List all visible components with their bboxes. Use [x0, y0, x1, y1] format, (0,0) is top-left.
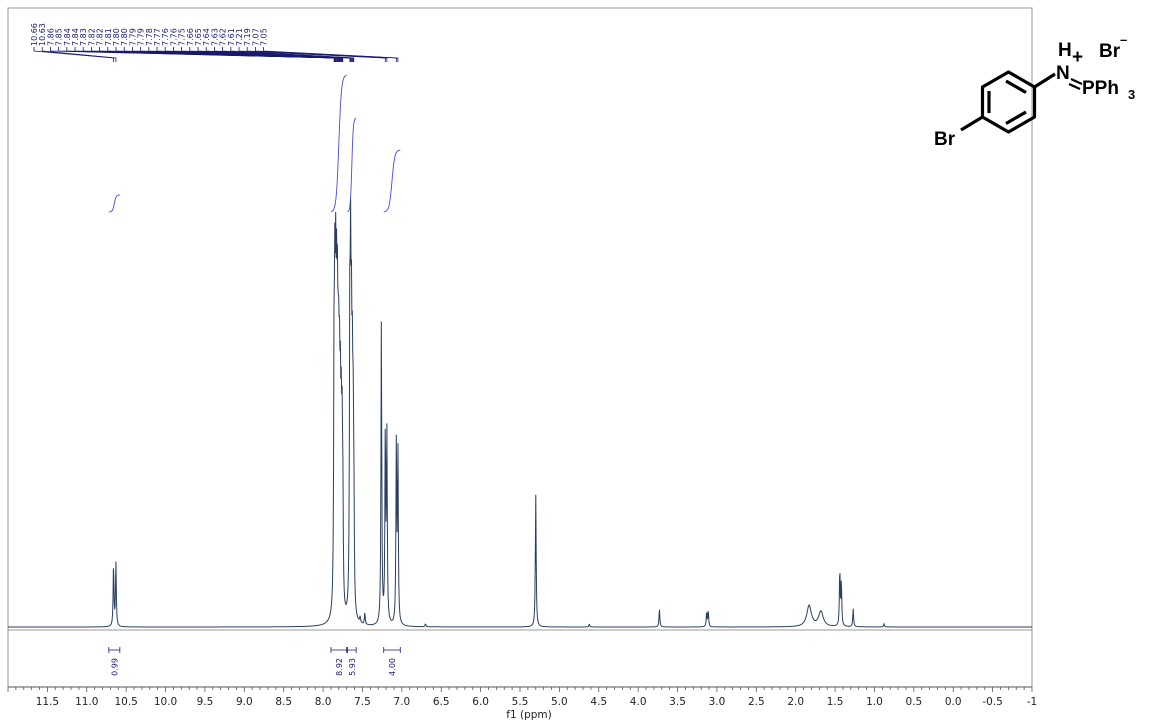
peak-connector	[33, 47, 114, 62]
peak-connector	[263, 47, 399, 62]
peak-label: 7.84	[63, 28, 72, 46]
x-tick-label: 4.0	[630, 696, 647, 708]
chemical-structure: Br H + N PPh 3 Br –	[934, 32, 1135, 150]
peak-label: 7.19	[243, 28, 252, 46]
x-tick-label: 2.5	[748, 696, 765, 708]
x-tick-label: 7.5	[354, 696, 371, 708]
x-tick-label: 3.0	[709, 696, 726, 708]
x-tick-label: 10.5	[114, 696, 137, 708]
integral-curve	[347, 117, 357, 213]
x-tick-label: 6.5	[433, 696, 450, 708]
peak-label: 7.76	[161, 28, 170, 46]
x-tick-label: 6.0	[472, 696, 489, 708]
peak-label: 7.63	[210, 28, 219, 46]
x-tick-label: 9.5	[197, 696, 214, 708]
peak-label: 7.65	[194, 28, 203, 46]
integral-curve	[330, 74, 347, 213]
peak-label: 7.77	[153, 28, 162, 46]
x-tick-label: 0.0	[945, 696, 962, 708]
h-atom: H	[1058, 40, 1072, 61]
plus-charge: +	[1072, 47, 1083, 68]
peak-label: 7.82	[96, 28, 105, 46]
peak-label: 7.75	[178, 28, 187, 46]
peak-connector	[246, 47, 388, 62]
counter-ion-br: Br	[1099, 41, 1121, 62]
x-tick-label: -1	[1027, 696, 1037, 708]
integral-value: 4.00	[388, 658, 397, 676]
n-atom: N	[1056, 63, 1070, 84]
peak-labels: 10.66 10.63 7.86 7.85 7.84 7.84 7.83 7.82 7.82 7.…	[30, 23, 269, 46]
integral-curves	[108, 74, 401, 213]
peak-label: 7.81	[104, 28, 113, 46]
peak-label: 7.79	[137, 28, 146, 46]
peak-label: 7.79	[128, 28, 137, 46]
integral-curve	[108, 194, 120, 213]
n-bond	[1033, 72, 1056, 89]
x-axis-label: f1 (ppm)	[506, 709, 551, 721]
peak-label: 7.80	[112, 28, 121, 46]
peak-label: 7.21	[235, 28, 244, 46]
peak-connector	[41, 47, 117, 62]
integral-bracket	[108, 647, 121, 653]
br-bond	[960, 115, 984, 132]
x-tick-label: 11.5	[36, 696, 59, 708]
x-tick-label: 2.0	[787, 696, 804, 708]
peak-label: 7.84	[71, 28, 80, 46]
peak-label: 7.86	[46, 28, 55, 46]
integral-value: 0.99	[110, 658, 119, 676]
integral-value: 8.92	[335, 658, 344, 676]
peak-label: 7.78	[145, 28, 154, 46]
ring-double-bond	[1005, 110, 1027, 125]
peak-label: 10.63	[38, 23, 47, 46]
x-tick-label: 5.5	[512, 696, 529, 708]
integral-value: 5.93	[348, 658, 357, 676]
x-tick-label: 5.0	[551, 696, 568, 708]
integral-bracket	[347, 647, 357, 653]
peak-label: 7.83	[79, 28, 88, 46]
peak-label: 7.85	[55, 28, 64, 46]
pph-group: PPh	[1082, 78, 1119, 99]
spectrum-trace	[8, 199, 1032, 628]
np-double-bond	[1068, 82, 1081, 91]
integral-bracket	[330, 647, 348, 653]
peak-label: 7.62	[219, 28, 228, 46]
x-tick-label: 8.5	[275, 696, 292, 708]
peak-label-connectors	[33, 47, 399, 62]
x-tick-label: 10.0	[154, 696, 177, 708]
ring-double-bond	[1005, 79, 1027, 94]
x-tick-label: 8.0	[315, 696, 332, 708]
peak-label: 7.05	[260, 28, 269, 46]
plot-frame	[7, 7, 1033, 688]
pph-subscript: 3	[1128, 87, 1135, 102]
peak-label: 7.76	[169, 28, 178, 46]
peak-label: 7.64	[202, 28, 211, 46]
np-double-bond	[1070, 77, 1083, 86]
x-tick-label: 9.0	[236, 696, 253, 708]
peak-label: 10.66	[30, 23, 39, 46]
peak-label: 7.82	[87, 28, 96, 46]
minus-charge: –	[1120, 32, 1127, 47]
integral-markers: 0.99 8.92 5.93 4.00	[108, 647, 401, 676]
x-tick-label: 0.5	[905, 696, 922, 708]
integral-bracket	[383, 647, 401, 653]
x-axis-ticks: 11.5 11.0 10.5 10.0 9.5 9.0 8.5 8.0 7.5 7.0 6.5 6.0…	[7, 687, 1037, 708]
x-tick-label: 11.0	[75, 696, 98, 708]
peak-label: 7.61	[227, 28, 236, 46]
peak-label: 7.80	[120, 28, 129, 46]
x-tick-label: 4.5	[590, 696, 607, 708]
x-tick-label: 3.5	[669, 696, 686, 708]
integral-curve	[383, 149, 401, 213]
peak-connector	[230, 47, 355, 62]
x-tick-label: -0.5	[982, 696, 1003, 708]
x-tick-label: 1.0	[866, 696, 883, 708]
peak-label: 7.66	[186, 28, 195, 46]
peak-label: 7.07	[251, 28, 260, 46]
x-tick-label: 7.0	[393, 696, 410, 708]
x-tick-label: 1.5	[827, 696, 844, 708]
br-substituent: Br	[934, 129, 956, 150]
